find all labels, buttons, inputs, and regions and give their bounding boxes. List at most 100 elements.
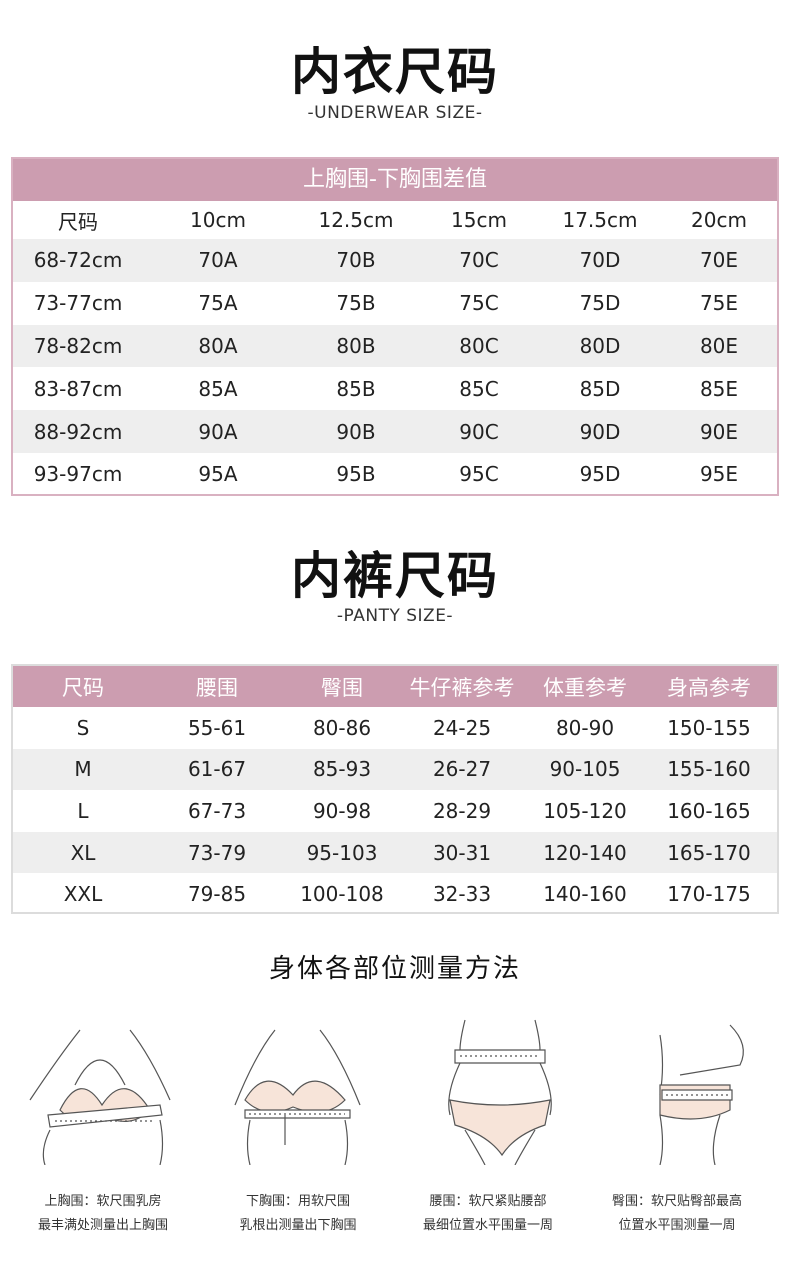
caption-upper-bust: 上胸围：软尺围乳房 最丰满处测量出上胸围 xyxy=(8,1190,198,1238)
panty-header-row: 尺码 腰围 臀围 牛仔裤参考 体重参考 身高参考 xyxy=(13,666,777,707)
table-cell: 85B xyxy=(336,376,376,401)
table-row: 88-92cm 90A 90B 90C 90D 90E xyxy=(13,410,777,453)
table-cell: 85-93 xyxy=(312,757,372,782)
table-row: 73-77cm 75A 75B 75C 75D 75E xyxy=(13,282,777,325)
table-cell: 95-103 xyxy=(306,840,378,865)
header-cell: 腰围 xyxy=(196,675,238,700)
table-cell: 70D xyxy=(579,248,621,273)
table-cell: 75D xyxy=(579,291,621,316)
table-cell: 83-87cm xyxy=(33,376,123,401)
table-cell: 70C xyxy=(459,248,499,273)
caption-waist: 腰围：软尺紧贴腰部 最细位置水平围量一周 xyxy=(393,1190,583,1238)
table-cell: 105-120 xyxy=(543,798,627,823)
caption-line: 腰围：软尺紧贴腰部 xyxy=(429,1194,547,1209)
table-cell: 90D xyxy=(579,419,621,444)
table-cell: 90E xyxy=(699,419,739,444)
table-cell: XXL xyxy=(63,882,103,907)
table-cell: 165-170 xyxy=(667,840,751,865)
caption-line: 臀围：软尺贴臀部最高 xyxy=(611,1194,742,1209)
bra-size-subtitle: -UNDERWEAR SIZE- xyxy=(307,103,483,123)
table-cell: 95B xyxy=(336,462,376,487)
caption-line: 下胸围：用软尺围 xyxy=(245,1194,350,1209)
bra-size-title: 内衣尺码 xyxy=(291,43,499,101)
table-cell: 140-160 xyxy=(543,882,627,907)
table-cell: 95C xyxy=(459,462,499,487)
table-cell: 70B xyxy=(336,248,376,273)
caption-hip: 臀围：软尺贴臀部最高 位置水平围测量一周 xyxy=(582,1190,772,1238)
table-cell: 85A xyxy=(198,376,238,401)
panty-size-subtitle: -PANTY SIZE- xyxy=(336,606,454,626)
table-cell: 85E xyxy=(699,376,739,401)
table-cell: M xyxy=(74,757,92,782)
table-cell: 80D xyxy=(579,333,621,358)
table-cell: 155-160 xyxy=(667,757,751,782)
bra-table-band: 上胸围-下胸围差值 xyxy=(13,159,777,201)
table-cell: 70E xyxy=(699,248,739,273)
caption-line: 位置水平围测量一周 xyxy=(618,1218,736,1233)
panty-size-title: 内裤尺码 xyxy=(291,547,499,605)
table-cell: 90-98 xyxy=(312,798,372,823)
table-cell: 88-92cm xyxy=(33,419,123,444)
table-row: S 55-61 80-86 24-25 80-90 150-155 xyxy=(13,707,777,749)
table-cell: 90C xyxy=(459,419,499,444)
table-cell: 75E xyxy=(699,291,739,316)
table-row: 78-82cm 80A 80B 80C 80D 80E xyxy=(13,324,777,368)
table-cell: 80E xyxy=(699,333,739,358)
caption-line: 上胸围：软尺围乳房 xyxy=(44,1194,162,1209)
table-cell: XL xyxy=(70,840,96,865)
header-cell: 尺码 xyxy=(62,675,104,700)
table-cell: 55-61 xyxy=(187,715,247,740)
table-cell: 28-29 xyxy=(432,798,492,823)
table-cell: L xyxy=(77,798,89,823)
table-cell: 68-72cm xyxy=(33,248,123,273)
under-bust-illustration xyxy=(234,1029,361,1165)
header-cell: 尺码 xyxy=(58,209,98,234)
table-cell: 67-73 xyxy=(187,798,247,823)
header-cell: 臀围 xyxy=(321,675,363,700)
table-cell: S xyxy=(76,715,90,740)
table-cell: 32-33 xyxy=(432,882,492,907)
measure-title: 身体各部位测量方法 xyxy=(268,954,521,984)
table-row: L 67-73 90-98 28-29 105-120 160-165 xyxy=(13,790,777,832)
waist-illustration xyxy=(448,1019,552,1165)
table-cell: 75C xyxy=(459,291,499,316)
table-cell: 93-97cm xyxy=(33,462,123,487)
header-cell: 10cm xyxy=(190,208,246,232)
table-cell: 85C xyxy=(459,376,499,401)
table-row: 83-87cm 85A 85B 85C 85D 85E xyxy=(13,367,777,410)
upper-bust-illustration xyxy=(29,1029,171,1165)
header-cell: 体重参考 xyxy=(543,675,627,700)
table-cell: 70A xyxy=(198,248,238,273)
table-cell: 95D xyxy=(579,462,621,487)
table-cell: 95A xyxy=(198,462,238,487)
table-cell: 80B xyxy=(336,333,376,358)
header-cell: 15cm xyxy=(451,208,507,232)
table-row: 93-97cm 95A 95B 95C 95D 95E xyxy=(13,453,777,496)
table-cell: 75B xyxy=(336,291,376,316)
table-row: 68-72cm 70A 70B 70C 70D 70E xyxy=(13,239,777,282)
hip-illustration xyxy=(659,1024,744,1165)
table-cell: 120-140 xyxy=(543,840,627,865)
table-cell: 75A xyxy=(198,291,238,316)
table-cell: 170-175 xyxy=(667,882,751,907)
table-cell: 78-82cm xyxy=(33,333,123,358)
bra-size-table: 上胸围-下胸围差值 尺码 10cm 12.5cm 15cm 17.5cm 20cm 68-… xyxy=(11,157,779,496)
table-cell: 79-85 xyxy=(187,882,247,907)
table-cell: 80-86 xyxy=(312,715,372,740)
table-cell: 160-165 xyxy=(667,798,751,823)
table-cell: 90A xyxy=(198,419,238,444)
table-cell: 80C xyxy=(459,333,499,358)
caption-line: 乳根出测量出下胸围 xyxy=(239,1218,357,1233)
table-cell: 90B xyxy=(336,419,376,444)
header-cell: 牛仔裤参考 xyxy=(409,675,515,700)
caption-under-bust: 下胸围：用软尺围 乳根出测量出下胸围 xyxy=(203,1190,393,1238)
table-cell: 73-77cm xyxy=(33,291,123,316)
table-cell: 100-108 xyxy=(300,882,384,907)
caption-line: 最细位置水平围量一周 xyxy=(422,1218,553,1233)
header-cell: 20cm xyxy=(691,208,747,232)
header-cell: 17.5cm xyxy=(562,208,638,232)
table-cell: 150-155 xyxy=(667,715,751,740)
table-cell: 80-90 xyxy=(555,715,615,740)
table-row: XXL 79-85 100-108 32-33 140-160 170-175 xyxy=(13,873,777,915)
table-cell: 24-25 xyxy=(432,715,492,740)
